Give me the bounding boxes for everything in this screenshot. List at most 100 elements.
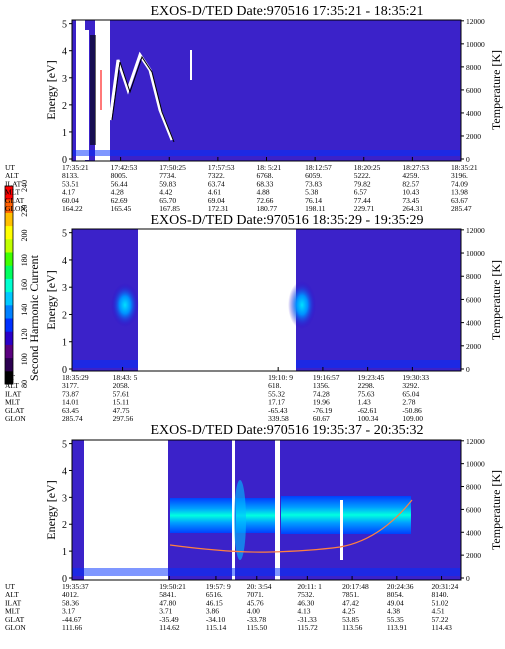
ephemeris-row-label: UT xyxy=(5,582,15,591)
ephemeris-row-label: UT xyxy=(5,373,15,382)
ephemeris-value: 4.61 xyxy=(208,188,221,197)
colorbar-block xyxy=(5,265,13,279)
ephemeris-value: -44.67 xyxy=(62,615,82,624)
ephemeris-value: 114.62 xyxy=(159,623,180,632)
ephemeris-value: 6059. xyxy=(305,171,322,180)
ephemeris-value: 618. xyxy=(268,381,281,390)
ephemeris-value: 73.83 xyxy=(305,179,322,188)
y-tick-label: 5 xyxy=(62,229,67,240)
ephemeris-value: 63.45 xyxy=(62,406,79,415)
ephemeris-value: 180.77 xyxy=(257,204,278,213)
ephemeris-table: UT 17:35:21 17:42:53 17:50:25 17:57:53 18: 5:… xyxy=(5,163,478,213)
y-tick-label: 4 xyxy=(62,47,67,58)
y2-tick-label: 6000 xyxy=(466,295,481,304)
ephemeris-value: -62.61 xyxy=(358,406,378,415)
y2-tick-label: 2000 xyxy=(466,342,481,351)
ephemeris-value: 198.11 xyxy=(305,204,326,213)
ephemeris-value: 75.63 xyxy=(358,389,375,398)
ephemeris-value: 18:20:25 xyxy=(354,163,381,172)
ephemeris-value: 18:35:29 xyxy=(62,373,89,382)
ephemeris-row-label: GLAT xyxy=(5,615,25,624)
ephemeris-value: 8054. xyxy=(387,590,404,599)
ephemeris-value: 285.47 xyxy=(451,204,472,213)
ephemeris-value: 19:23:45 xyxy=(358,373,385,382)
y-tick-label: 1 xyxy=(62,547,67,558)
ephemeris-value: 65.70 xyxy=(159,196,176,205)
ephemeris-value: 53.51 xyxy=(62,179,79,188)
ephemeris-value: 4.00 xyxy=(247,607,260,616)
ephemeris-value: 45.76 xyxy=(247,598,264,607)
colorbar-block xyxy=(5,331,13,345)
y-axis-label: Energy [eV] xyxy=(44,60,58,119)
ephemeris-value: 8133. xyxy=(62,171,79,180)
colorbar-block xyxy=(5,318,13,332)
x-axis-ticks xyxy=(71,576,443,580)
colorbar-ticks: 80 100 120 140 160 180 200 220 240 xyxy=(20,180,29,388)
ephemeris-value: 8005. xyxy=(111,171,128,180)
y-tick-label: 1 xyxy=(62,128,67,139)
y-axis-ticks: 0 1 2 3 4 5 xyxy=(62,20,72,166)
ephemeris-value: 6768. xyxy=(257,171,274,180)
ephemeris-value: 3177. xyxy=(62,381,79,390)
colorbar-label: Second Harmonic Current xyxy=(27,254,41,381)
ephemeris-value: 57.61 xyxy=(113,389,130,398)
ephemeris-value: 2.78 xyxy=(402,398,415,407)
y2-tick-label: 6000 xyxy=(466,86,481,95)
ephemeris-value: 46.15 xyxy=(206,598,223,607)
y-axis-ticks: 0 1 2 3 4 5 xyxy=(62,440,72,585)
colorbar-block xyxy=(5,186,13,200)
colorbar-block xyxy=(5,357,13,372)
plot-area xyxy=(72,20,461,161)
y2-tick-label: 6000 xyxy=(466,505,481,514)
ephemeris-value: 60.04 xyxy=(62,196,79,205)
ephemeris-value: 56.44 xyxy=(111,179,128,188)
panel-3: EXOS-D/TED Date:970516 19:35:37 - 20:35:… xyxy=(5,423,503,632)
y-tick-label: 2 xyxy=(62,101,67,112)
ephemeris-value: 20:11: 1 xyxy=(297,582,322,591)
ephemeris-value: 285.74 xyxy=(62,414,83,423)
y-tick-label: 5 xyxy=(62,20,67,31)
ephemeris-value: 20:17:48 xyxy=(342,582,369,591)
ephemeris-value: 3.71 xyxy=(159,607,172,616)
ephemeris-value: 264.31 xyxy=(402,204,423,213)
ephemeris-value: 17:42:53 xyxy=(111,163,138,172)
ephemeris-value: 7071. xyxy=(247,590,264,599)
y-axis-label: Energy [eV] xyxy=(44,270,58,329)
ephemeris-table: UT 18:35:29 18:43: 5 19:10: 9 19:16:57 19:23:… xyxy=(5,373,429,423)
colorbar: 80 100 120 140 160 180 200 220 240 Second Harmon… xyxy=(4,180,41,388)
y-tick-label: 3 xyxy=(62,74,67,85)
panel-1: EXOS-D/TED Date:970516 17:35:21 - 18:35:… xyxy=(5,4,503,213)
y2-tick-label: 2000 xyxy=(466,132,481,141)
ephemeris-value: 5222. xyxy=(354,171,371,180)
ephemeris-value: -34.10 xyxy=(206,615,226,624)
ephemeris-value: 164.22 xyxy=(62,204,83,213)
ephemeris-value: 7322. xyxy=(208,171,225,180)
y-tick-label: 4 xyxy=(62,466,67,477)
ephemeris-value: 10.43 xyxy=(402,188,419,197)
ephemeris-value: 49.04 xyxy=(387,598,404,607)
y2-tick-label: 4000 xyxy=(466,109,481,118)
ephemeris-value: 14.01 xyxy=(62,398,79,407)
ephemeris-value: 3.86 xyxy=(206,607,219,616)
colorbar-block xyxy=(5,252,13,266)
ephemeris-value: 51.02 xyxy=(432,598,449,607)
ephemeris-row-label: ALT xyxy=(5,381,19,390)
colorbar-block xyxy=(5,304,13,319)
ephemeris-value: 100.34 xyxy=(358,414,379,423)
y2-axis-label: Temperature [K] xyxy=(489,50,503,130)
colorbar-tick-label: 240 xyxy=(20,180,29,192)
ephemeris-row-label: UT xyxy=(5,163,15,172)
y2-tick-label: 8000 xyxy=(466,63,481,72)
ephemeris-value: 47.75 xyxy=(113,406,130,415)
ephemeris-value: 115.50 xyxy=(247,623,268,632)
ephemeris-value: 17:50:25 xyxy=(159,163,186,172)
colorbar-block xyxy=(5,212,13,227)
ephemeris-value: 1356. xyxy=(313,381,330,390)
y-tick-label: 4 xyxy=(62,256,67,267)
ephemeris-value: 7532. xyxy=(297,590,314,599)
ephemeris-value: 55.32 xyxy=(268,389,285,398)
ephemeris-value: 3196. xyxy=(451,171,468,180)
ephemeris-value: 2298. xyxy=(358,381,375,390)
y2-tick-label: 12000 xyxy=(466,17,485,26)
ephemeris-value: 17:35:21 xyxy=(62,163,89,172)
